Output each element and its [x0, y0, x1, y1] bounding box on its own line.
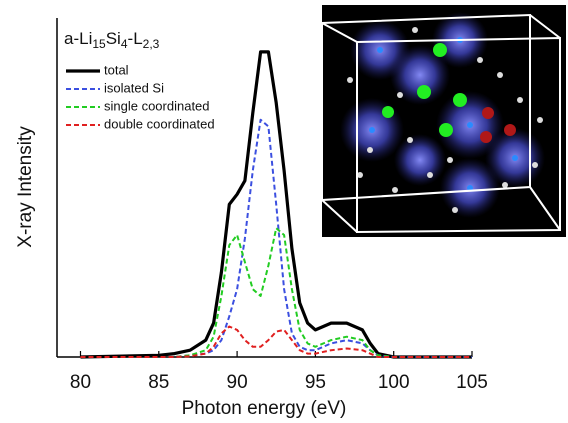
x-tick-label: 85: [148, 372, 169, 393]
legend-label: total: [104, 62, 129, 77]
x-axis-title: Photon energy (eV): [182, 398, 347, 419]
title-part: -L: [128, 29, 143, 48]
series-line: [80, 118, 472, 358]
series-line: [80, 325, 472, 358]
x-tick-label: 100: [378, 372, 410, 393]
legend-label: isolated Si: [104, 80, 164, 95]
x-tick-label: 80: [70, 372, 91, 393]
title-part: 15: [92, 37, 106, 51]
series-line: [80, 227, 472, 358]
x-tick-label: 95: [305, 372, 326, 393]
title-part: 2,3: [143, 37, 160, 51]
x-tick-label: 90: [227, 372, 248, 393]
title-part: 4: [121, 37, 128, 51]
y-axis-title: X-ray Intensity: [15, 126, 36, 248]
title-part: Si: [106, 29, 121, 48]
chart-title: a-Li15Si4-L2,3: [64, 29, 160, 51]
x-tick-label: 105: [456, 372, 488, 393]
series-line: [80, 50, 472, 359]
legend-label: double coordinated: [104, 116, 215, 131]
legend-label: single coordinated: [104, 98, 210, 113]
title-part: a-Li: [64, 29, 92, 48]
structure-inset: [321, 5, 566, 237]
